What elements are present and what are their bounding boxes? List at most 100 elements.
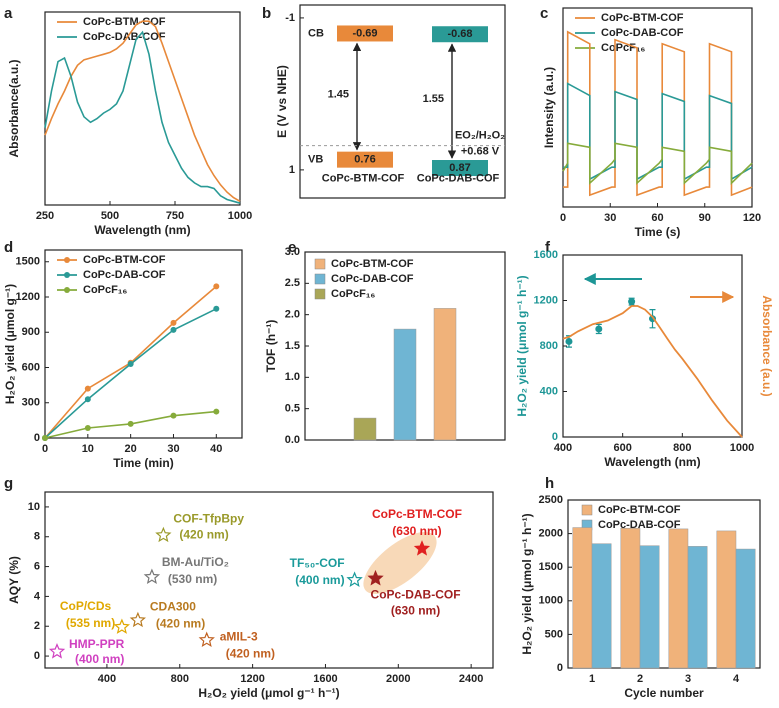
- band-label: CB: [308, 27, 324, 39]
- y-tick-label: 2500: [539, 494, 563, 506]
- point-sublabel: (420 nm): [226, 646, 275, 660]
- x-tick-label: 90: [699, 212, 711, 224]
- y-tick-label: 600: [22, 361, 40, 373]
- x-tick-label: 40: [210, 443, 222, 455]
- y-tick-label: 1200: [534, 294, 558, 306]
- legend-label: CoPc-DAB-COF: [83, 269, 166, 281]
- vb-box: [432, 160, 488, 177]
- x-tick-label: 800: [171, 673, 189, 685]
- series-line: [562, 305, 743, 438]
- data-point: [170, 326, 177, 333]
- y-tick-label: 500: [545, 628, 563, 640]
- panel-letter: c: [540, 5, 548, 22]
- data-point: [84, 385, 91, 392]
- data-point: [595, 325, 603, 333]
- legend-label: CoPc-DAB-COF: [598, 519, 681, 531]
- x-tick-label: 250: [36, 210, 54, 222]
- x-tick-label: 400: [554, 442, 572, 454]
- y-tick-label: 2.5: [285, 277, 300, 289]
- x-tick-label: 0: [42, 443, 48, 455]
- y-tick-label: -1: [285, 12, 295, 24]
- x-tick-label: 60: [651, 212, 663, 224]
- y-axis-label: TOF (h⁻¹): [264, 320, 278, 373]
- data-point: [413, 540, 431, 556]
- vb-value: 0.76: [354, 154, 375, 166]
- x-tick-label: 1000: [228, 210, 252, 222]
- data-point: [84, 425, 91, 432]
- series-line: [562, 142, 753, 185]
- panel-letter: d: [4, 239, 13, 256]
- plot-frame: [562, 254, 743, 438]
- y-tick-label: 900: [22, 326, 40, 338]
- x-tick-label: 400: [98, 673, 116, 685]
- y-axis-label: Absorbance(a.u.): [7, 59, 21, 157]
- reference-name: EO₂/H₂O₂: [455, 129, 505, 141]
- band-label: VB: [308, 154, 323, 166]
- point-label: COF-TfpBpy: [173, 511, 244, 525]
- y-tick-label: 2.0: [285, 309, 300, 321]
- panel-letter: a: [4, 5, 13, 22]
- x-tick-label: 1200: [240, 673, 264, 685]
- x-tick-label: 1000: [730, 442, 754, 454]
- y-tick-label: 8: [34, 531, 40, 543]
- y-tick-label: 4: [34, 590, 41, 602]
- x-tick-label: 20: [125, 443, 137, 455]
- bar: [620, 527, 641, 669]
- x-tick-label: 2000: [386, 673, 410, 685]
- bar: [668, 528, 689, 669]
- data-point: [170, 412, 177, 419]
- bar: [393, 328, 417, 441]
- y-tick-label: 1.0: [285, 371, 300, 383]
- legend-label: CoPc-BTM-COF: [331, 258, 414, 270]
- legend-label: CoPc-DAB-COF: [601, 27, 684, 39]
- data-point: [84, 396, 91, 403]
- series-name: CoPc-DAB-COF: [417, 173, 500, 185]
- point-sublabel: (420 nm): [156, 616, 205, 630]
- series-name: CoPc-BTM-COF: [322, 173, 405, 185]
- y-tick-label: 1200: [16, 291, 40, 303]
- x-axis-label: Time (min): [113, 456, 173, 470]
- x-axis-label: Wavelength (nm): [94, 223, 190, 237]
- bar: [572, 527, 593, 669]
- y-tick-label: 0.5: [285, 403, 300, 415]
- x-axis-label: H₂O₂ yield (μmol g⁻¹ h⁻¹): [198, 686, 339, 700]
- reference-label: +0.68 V: [461, 145, 500, 157]
- legend-marker: [64, 287, 70, 293]
- y-tick-label: 1: [289, 164, 295, 176]
- data-point: [127, 420, 134, 427]
- legend-label: CoPc-BTM-COF: [83, 16, 166, 28]
- plot-frame: [44, 11, 241, 206]
- legend-label: CoPc-BTM-COF: [601, 12, 684, 24]
- cb-box: [337, 25, 393, 42]
- series-line: [44, 308, 217, 439]
- y-tick-label: 1.5: [285, 340, 300, 352]
- x-tick-label: 1: [589, 673, 595, 685]
- point-sublabel: (530 nm): [168, 572, 217, 586]
- point-label: aMIL-3: [220, 629, 258, 643]
- y-tick-label: 3.0: [285, 246, 300, 258]
- x-tick-label: 1600: [313, 673, 337, 685]
- y-tick-label: 0.0: [285, 434, 300, 446]
- x-axis-label: Cycle number: [624, 686, 704, 700]
- x-tick-label: 30: [167, 443, 179, 455]
- data-point: [367, 569, 384, 586]
- series-line: [44, 30, 241, 204]
- data-point: [170, 319, 177, 326]
- data-point: [129, 611, 146, 628]
- y-tick-label: 0: [34, 432, 40, 444]
- vb-box: [337, 151, 393, 168]
- x-axis-label: Wavelength (nm): [604, 455, 700, 469]
- legend-swatch: [314, 288, 326, 300]
- legend-swatch: [314, 258, 326, 270]
- legend-label: CoPcF₁₆: [601, 42, 645, 54]
- y-axis-label: E (V vs NHE): [275, 65, 289, 138]
- gap-label: 1.55: [423, 93, 444, 105]
- x-axis-label: Time (s): [635, 225, 681, 239]
- panel-letter: b: [262, 5, 271, 22]
- plot-frame: [299, 4, 506, 199]
- y-tick-label: 10: [28, 501, 40, 513]
- y-tick-label: 6: [34, 560, 40, 572]
- bar: [433, 308, 457, 441]
- vb-value: 0.87: [449, 162, 470, 174]
- plot-frame: [567, 499, 761, 669]
